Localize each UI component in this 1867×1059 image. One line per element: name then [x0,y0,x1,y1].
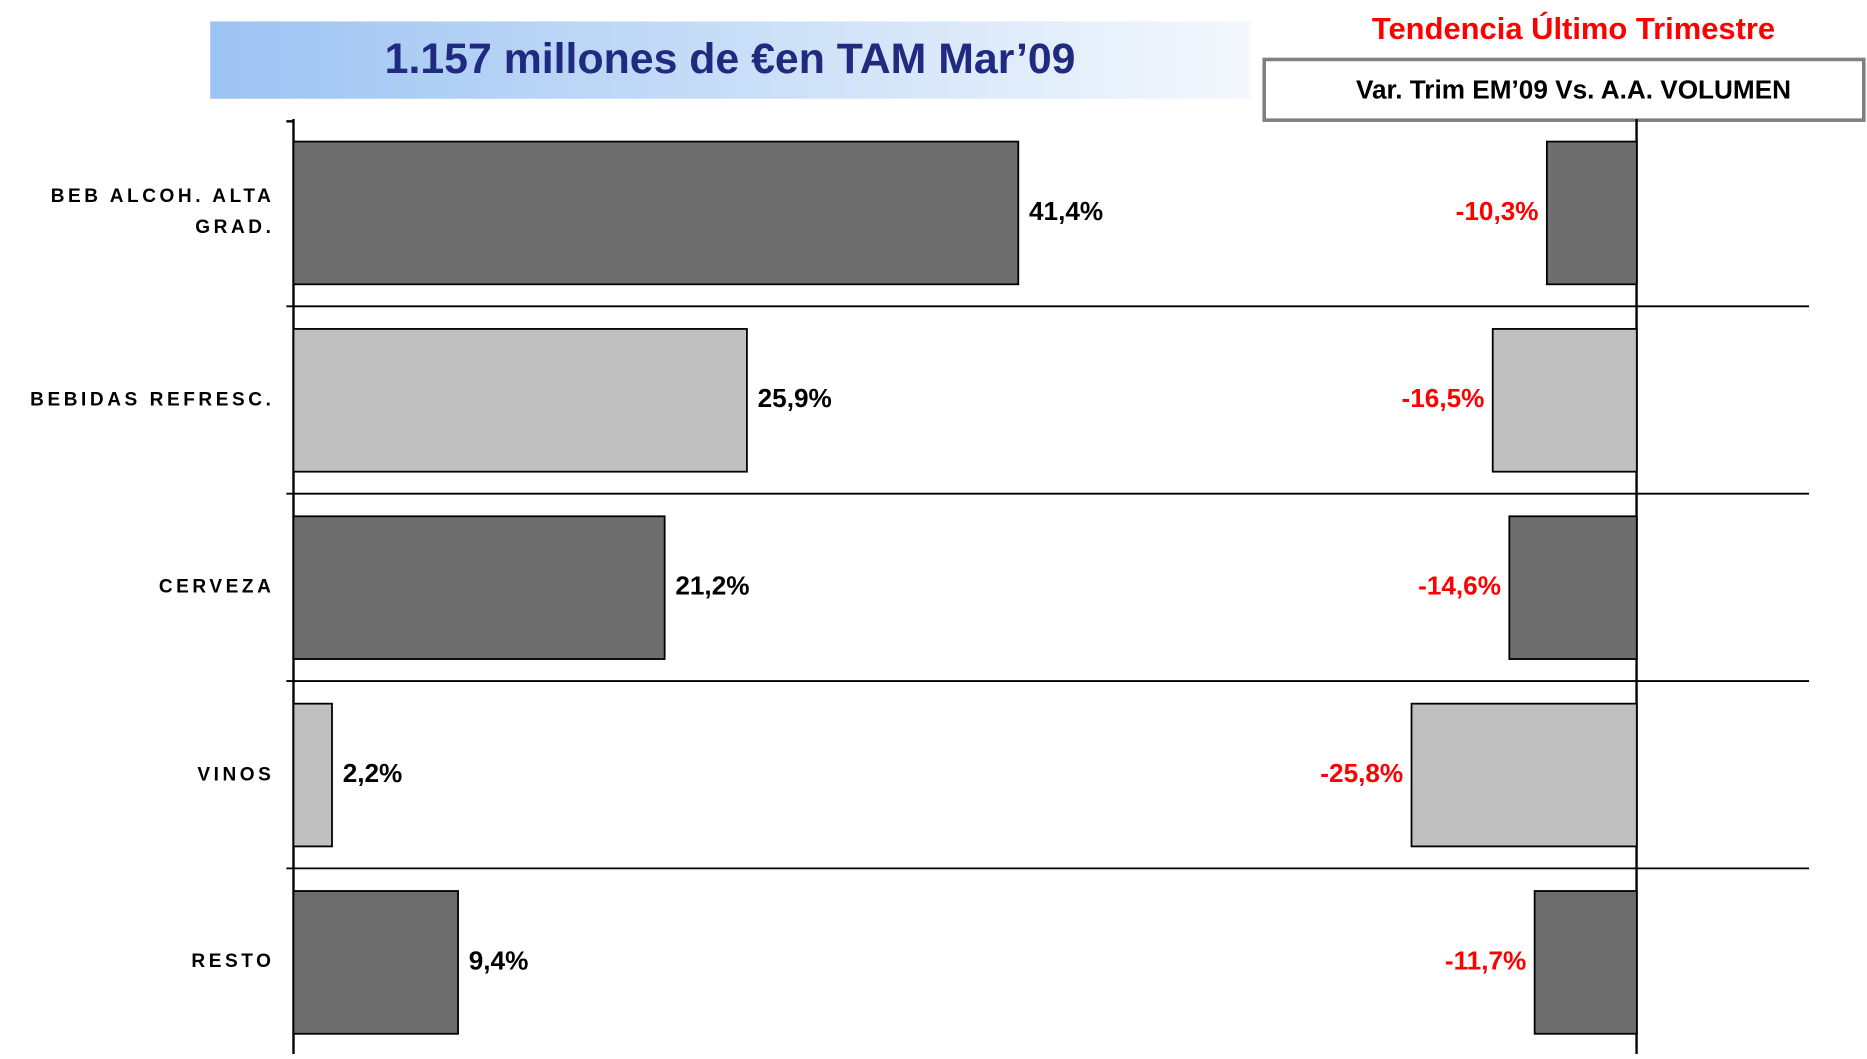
category-label: VINOS [197,764,275,785]
bar [1410,702,1638,848]
value-label: -11,7% [1445,945,1526,975]
category-label: BEBIDAS REFRESC. [30,389,275,410]
bar [1545,140,1638,286]
value-label: 2,2% [343,758,403,788]
value-label: 21,2% [675,571,749,601]
bar [292,328,748,473]
value-label: -10,3% [1456,196,1539,226]
value-label: -16,5% [1402,383,1485,413]
category-label-box: CERVEZA [158,576,275,598]
bar [292,515,666,660]
category-label-box: BEB ALCOH. ALTA GRAD. [50,186,275,238]
value-label: 41,4% [1029,196,1103,226]
category-label-box: RESTO [191,951,275,972]
chart-title: 1.157 millones de €en TAM Mar’09 [385,35,1076,83]
value-label: 25,9% [758,383,832,413]
bar [292,702,333,848]
category-label-box: BEBIDAS REFRESC. [30,389,275,410]
category-label-box: VINOS [197,764,275,785]
bar [292,140,1020,286]
category-label: BEB ALCOH. ALTA GRAD. [50,186,275,238]
trend-title: Tendencia Último Trimestre [1372,10,1775,46]
category-label: CERVEZA [158,576,275,598]
category-label: RESTO [191,951,275,972]
trend-subtitle: Var. Trim EM’09 Vs. A.A. VOLUMEN [1356,75,1791,105]
bar [292,890,459,1035]
subtitle-box [1262,57,1866,122]
bar [1533,890,1638,1035]
bar [1491,328,1638,473]
value-label: 9,4% [469,945,529,975]
value-label: -14,6% [1418,571,1501,601]
title-box [210,21,1250,99]
bar [1508,515,1638,660]
value-label: -25,8% [1320,758,1403,788]
